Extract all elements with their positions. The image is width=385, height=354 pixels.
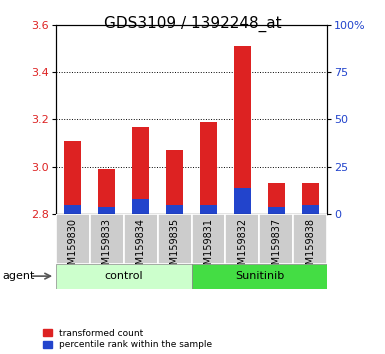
Bar: [56, 214, 90, 264]
Bar: [302, 183, 319, 214]
Text: GSM159837: GSM159837: [271, 218, 281, 277]
Text: GSM159831: GSM159831: [204, 218, 214, 277]
Bar: [234, 46, 251, 214]
Bar: [259, 214, 293, 264]
Text: GDS3109 / 1392248_at: GDS3109 / 1392248_at: [104, 16, 281, 32]
Text: agent: agent: [2, 271, 34, 281]
Bar: [124, 214, 157, 264]
Bar: [166, 150, 183, 214]
Bar: [293, 214, 327, 264]
Bar: [268, 183, 285, 214]
Text: GSM159835: GSM159835: [169, 218, 179, 277]
Bar: [166, 205, 183, 214]
Bar: [157, 214, 192, 264]
Bar: [98, 207, 115, 214]
Bar: [56, 264, 192, 289]
Text: GSM159830: GSM159830: [68, 218, 78, 277]
Bar: [64, 141, 81, 214]
Bar: [200, 205, 217, 214]
Bar: [192, 264, 327, 289]
Text: GSM159834: GSM159834: [136, 218, 146, 277]
Bar: [192, 214, 226, 264]
Bar: [98, 169, 115, 214]
Text: GSM159838: GSM159838: [305, 218, 315, 277]
Text: Sunitinib: Sunitinib: [235, 271, 284, 281]
Bar: [90, 214, 124, 264]
Legend: transformed count, percentile rank within the sample: transformed count, percentile rank withi…: [43, 329, 213, 349]
Text: GSM159832: GSM159832: [238, 218, 248, 277]
Bar: [64, 205, 81, 214]
Bar: [132, 127, 149, 214]
Bar: [226, 214, 259, 264]
Bar: [234, 188, 251, 214]
Text: control: control: [104, 271, 143, 281]
Text: GSM159833: GSM159833: [102, 218, 112, 277]
Bar: [132, 199, 149, 214]
Bar: [302, 205, 319, 214]
Bar: [200, 122, 217, 214]
Bar: [268, 207, 285, 214]
